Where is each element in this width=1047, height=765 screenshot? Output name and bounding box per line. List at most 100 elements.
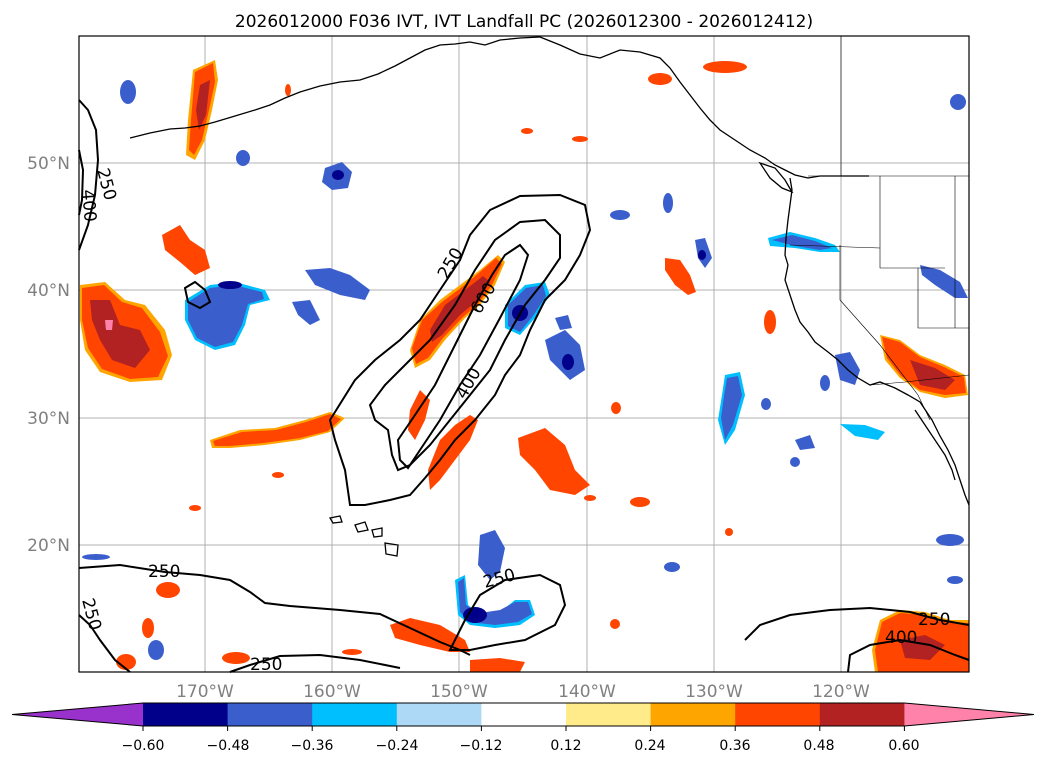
lon-label: 150°W: [430, 682, 488, 702]
anomaly-blob: [820, 375, 830, 391]
lon-label: 160°W: [303, 682, 361, 702]
anomaly-blob: [430, 276, 490, 342]
anomaly-blob: [761, 398, 771, 410]
colorbar-tick: 0.12: [550, 738, 581, 754]
anomaly-blob: [648, 73, 672, 85]
colorbar-tick: 0.36: [719, 738, 750, 754]
anomaly-blob: [142, 618, 154, 638]
coastline: [129, 36, 541, 139]
anomaly-blob: [292, 300, 320, 325]
contour-label-group: 250 400 250 600 400 250 250 250 250 250 …: [77, 166, 950, 675]
anomaly-blob: [665, 258, 696, 295]
coastline: [371, 527, 383, 538]
anomaly-blob: [725, 528, 733, 536]
colorbar-tick: −0.12: [460, 738, 503, 754]
contour-400: [368, 218, 561, 472]
contour-label: 250: [148, 562, 180, 582]
map-title: 2026012000 F036 IVT, IVT Landfall PC (20…: [235, 12, 813, 32]
colorbar-extend-max: [904, 703, 1034, 726]
lat-label: 20°N: [27, 536, 70, 556]
anomaly-blob: [795, 435, 815, 450]
anomaly-blob: [664, 562, 680, 572]
contour-250: [328, 193, 592, 506]
contour-250: [229, 653, 401, 673]
contour-400: [847, 638, 970, 673]
anomaly-blob: [835, 352, 860, 385]
anomaly-blob: [721, 376, 742, 440]
anomaly-blob: [703, 61, 747, 73]
anomaly-blob: [470, 658, 525, 672]
coastline: [354, 521, 369, 533]
anomaly-blob: [90, 300, 150, 368]
anomaly-blob: [610, 210, 630, 220]
anomaly-blob: [790, 457, 800, 467]
anomaly-blob: [148, 640, 164, 660]
anomaly-blob: [521, 128, 533, 134]
anomaly-blob: [584, 495, 596, 501]
anomaly-blob: [82, 554, 110, 560]
coastline: [784, 177, 970, 506]
coastline: [328, 515, 343, 524]
contour-250: [78, 563, 471, 656]
colorbar-tick: −0.48: [207, 738, 250, 754]
anomaly-blob: [562, 354, 574, 370]
colorbar-segment: [735, 703, 821, 726]
anomaly-blob: [285, 84, 291, 96]
colorbar-tick: 0.60: [888, 738, 919, 754]
contour-600: [396, 243, 530, 470]
anomaly-blob: [156, 582, 180, 598]
anomaly-blob: [610, 619, 620, 629]
anomaly-blob: [272, 472, 284, 478]
contour-label: 400: [885, 628, 917, 648]
coastline: [914, 409, 956, 481]
contour-250: [78, 99, 100, 251]
anomaly-blob: [698, 250, 706, 260]
anomaly-blob: [218, 281, 242, 289]
anomaly-blob: [950, 94, 966, 110]
colorbar-segment: [566, 703, 652, 726]
anomaly-blob: [764, 310, 776, 334]
anomaly-blob: [772, 235, 832, 250]
anomaly-blob: [555, 315, 572, 330]
contour-label: 250: [250, 655, 282, 675]
colorbar: [11, 702, 1035, 731]
anomaly-blob: [189, 505, 201, 511]
anomaly-blob: [663, 193, 673, 213]
lon-label: 120°W: [812, 682, 870, 702]
lon-label: 170°W: [176, 682, 234, 702]
contour-250: [448, 573, 567, 651]
lon-label: 130°W: [685, 682, 743, 702]
colorbar-segment: [481, 703, 567, 726]
coastline: [539, 36, 869, 179]
map-frame: [78, 35, 970, 673]
anomaly-blob: [213, 414, 341, 446]
borders: [789, 36, 970, 421]
anomaly-blob: [390, 618, 470, 652]
anomaly-blob: [630, 497, 650, 507]
colorbar-segment: [650, 703, 736, 726]
colorbar-tick: −0.60: [122, 738, 165, 754]
contour-label: 400: [77, 189, 100, 223]
contour-400: [78, 149, 85, 216]
lat-labels: 50°N 40°N 30°N 20°N: [27, 154, 70, 556]
anomaly-blob: [342, 649, 362, 655]
colorbar-tick: −0.24: [376, 738, 419, 754]
anomaly-blob: [236, 150, 250, 166]
contour-250: [744, 606, 970, 641]
contour-250: [78, 614, 131, 673]
anomaly-blob: [910, 360, 955, 390]
anomaly-blob: [463, 607, 487, 623]
colorbar-segment: [396, 703, 482, 726]
anomaly-blob: [545, 330, 585, 380]
colorbar-tick: 0.24: [634, 738, 665, 754]
anomaly-blob: [196, 80, 210, 130]
anomaly-blob: [518, 428, 590, 495]
anomaly-blob: [120, 80, 136, 104]
anomaly-blob: [162, 225, 210, 275]
colorbar-tick: 0.48: [803, 738, 834, 754]
coastline: [384, 542, 399, 557]
lon-label: 140°W: [558, 682, 616, 702]
lat-label: 30°N: [27, 409, 70, 429]
anomaly-blob: [920, 265, 968, 298]
